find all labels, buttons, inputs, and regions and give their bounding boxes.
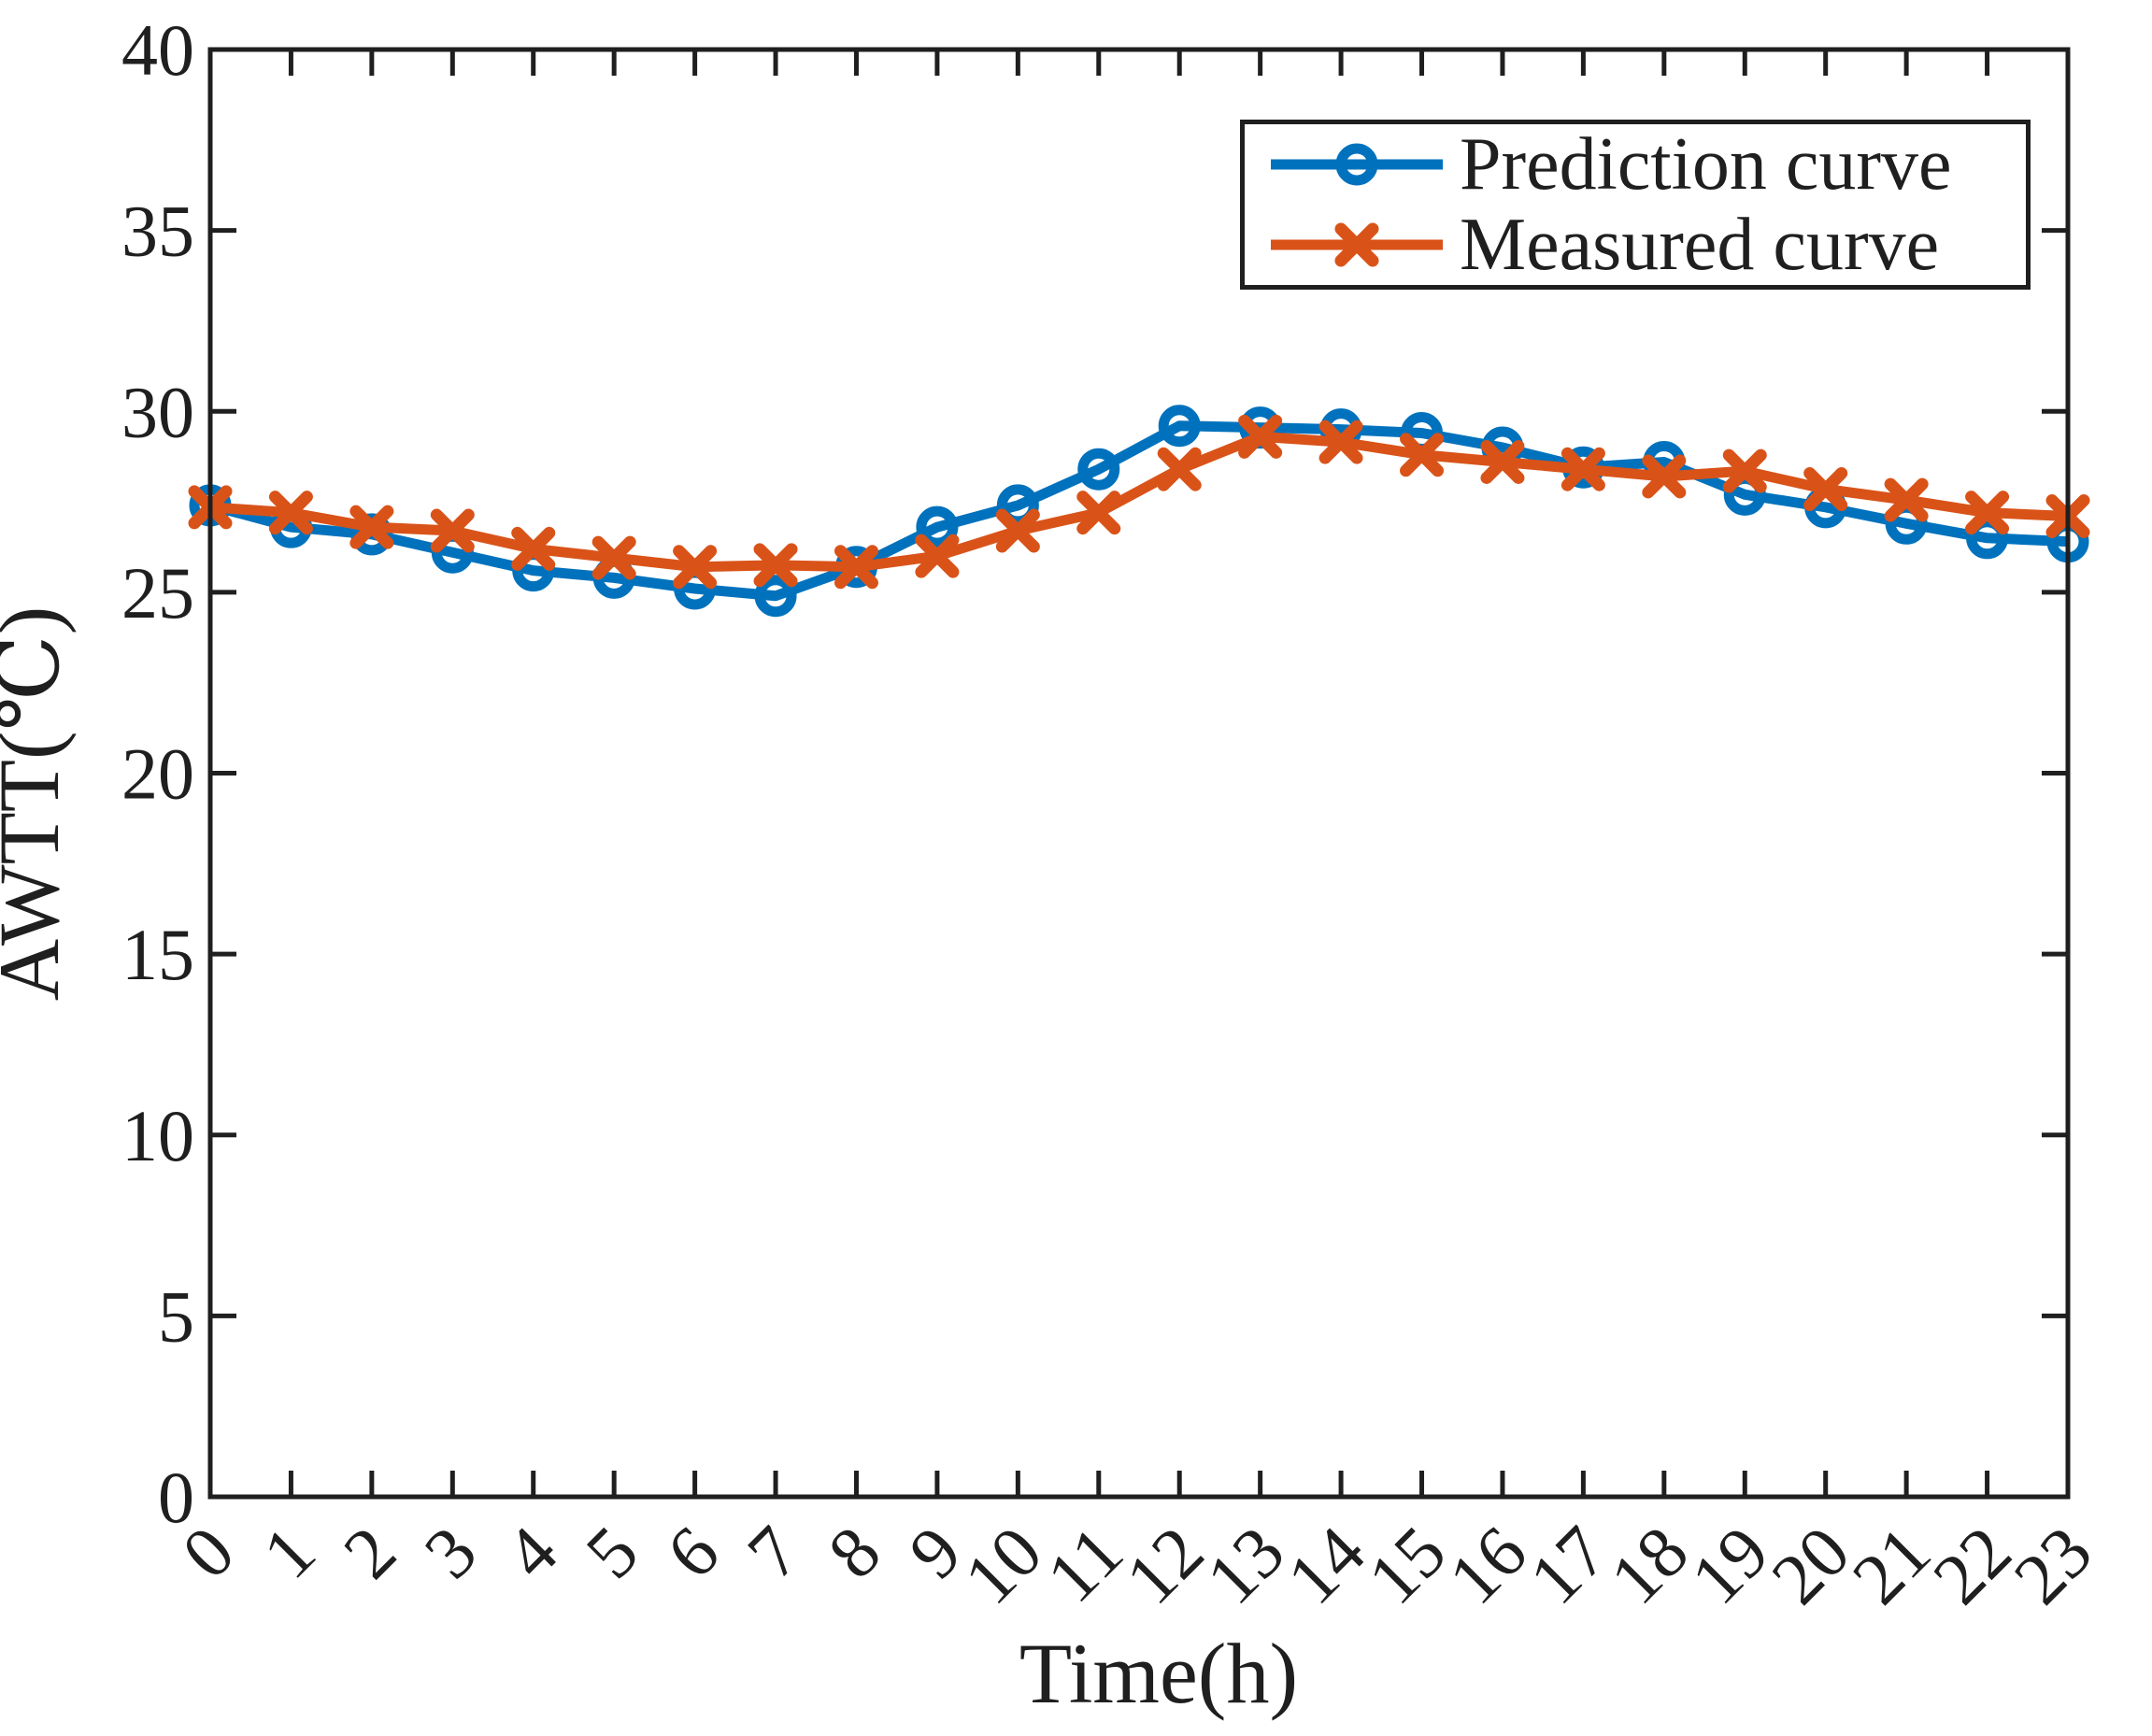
legend-item-prediction: Prediction curve bbox=[1245, 125, 2026, 204]
series-0 bbox=[189, 405, 2089, 618]
legend-item-measured: Measured curve bbox=[1245, 206, 2026, 284]
x-tick-label: 23 bbox=[1998, 1511, 2107, 1620]
legend-label-measured: Measured curve bbox=[1460, 203, 1940, 286]
x-tick-label: 8 bbox=[812, 1511, 895, 1594]
y-tick-label: 0 bbox=[158, 1457, 194, 1538]
x-tick-label: 2 bbox=[328, 1511, 411, 1594]
x-tick-label: 0 bbox=[166, 1511, 249, 1594]
axes-layer bbox=[207, 47, 2071, 1500]
y-tick-label: 40 bbox=[121, 9, 194, 91]
legend: Prediction curve Measured curve bbox=[1240, 120, 2031, 290]
x-tick-label: 6 bbox=[651, 1511, 734, 1594]
x-tick-label: 4 bbox=[490, 1511, 573, 1594]
y-tick-label: 10 bbox=[121, 1095, 194, 1176]
y-tick-label: 15 bbox=[121, 914, 194, 995]
x-tick-label: 7 bbox=[732, 1511, 815, 1594]
series-layer bbox=[188, 405, 2090, 618]
y-tick-label: 35 bbox=[121, 191, 194, 272]
series-1 bbox=[188, 414, 2090, 590]
y-axis-label: AWTT(℃) bbox=[0, 606, 77, 1002]
x-tick-label: 5 bbox=[570, 1511, 653, 1594]
y-tick-label: 30 bbox=[121, 371, 194, 452]
y-tick-label: 25 bbox=[121, 552, 194, 633]
measured-line-sample-icon bbox=[1271, 222, 1443, 267]
legend-label-prediction: Prediction curve bbox=[1460, 123, 1952, 206]
prediction-line-sample-icon bbox=[1271, 143, 1443, 186]
x-axis-label: Time(h) bbox=[1019, 1626, 1298, 1721]
y-tick-label: 5 bbox=[158, 1275, 194, 1357]
x-tick-label: 1 bbox=[247, 1511, 330, 1594]
y-tick-label: 20 bbox=[121, 733, 194, 815]
x-tick-label: 3 bbox=[408, 1511, 492, 1594]
